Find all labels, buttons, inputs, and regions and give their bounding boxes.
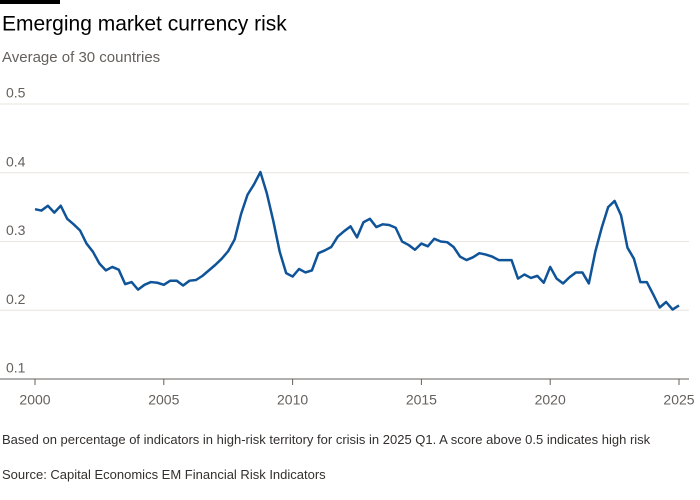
x-tick-label: 2010 (277, 392, 308, 408)
line-series (34, 170, 680, 311)
y-tick-label: 0.2 (6, 291, 26, 307)
y-tick-label: 0.1 (6, 360, 26, 376)
y-tick-label: 0.4 (6, 153, 26, 169)
x-tick-label: 2005 (148, 392, 179, 408)
y-tick-label: 0.3 (6, 222, 26, 238)
source: Source: Capital Economics EM Financial R… (2, 467, 326, 482)
chart-subtitle: Average of 30 countries (2, 49, 160, 66)
x-tick-label: 2015 (406, 392, 437, 408)
brand-bar (0, 0, 60, 4)
chart-title: Emerging market currency risk (2, 13, 287, 36)
x-tick-label: 2020 (535, 392, 566, 408)
y-tick-label: 0.5 (6, 85, 26, 101)
x-tick-label: 2000 (19, 392, 50, 408)
x-tick-label: 2025 (663, 392, 694, 408)
footnote: Based on percentage of indicators in hig… (2, 432, 651, 447)
